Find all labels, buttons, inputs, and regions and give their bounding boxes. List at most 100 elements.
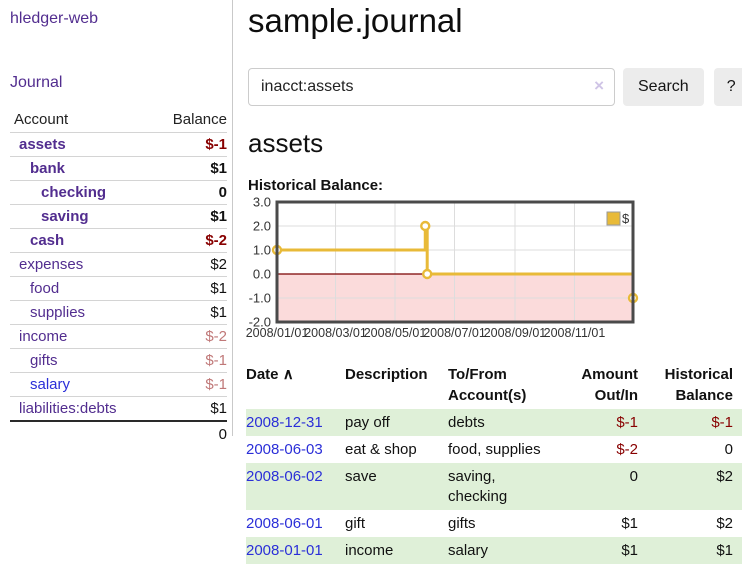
account-balance: $1 bbox=[153, 300, 227, 325]
accounts-header-account: Account bbox=[10, 108, 154, 133]
account-link[interactable]: liabilities:debts bbox=[19, 400, 117, 417]
main-content: sample.journal × Search ? assets Histori… bbox=[246, 0, 742, 564]
legend-label: $ bbox=[622, 211, 630, 226]
transaction-row: 2008-12-31 pay off debts $-1 $-1 bbox=[246, 409, 742, 436]
search-button[interactable]: Search bbox=[623, 68, 704, 106]
transaction-amount: 0 bbox=[629, 468, 638, 485]
historical-balance-chart: 3.0 2.0 1.0 0.0 -1.0 -2.02008/01/012008/03/01… bbox=[246, 195, 639, 340]
register-table: Date ∧ Description To/From Account(s) Am… bbox=[246, 361, 742, 564]
account-row: expenses $2 bbox=[10, 252, 227, 277]
account-balance: $-2 bbox=[153, 228, 227, 253]
transaction-description: eat & shop bbox=[345, 441, 417, 458]
account-balance: $2 bbox=[153, 252, 227, 277]
transaction-row: 2008-06-01 gift gifts $1 $2 bbox=[246, 510, 742, 537]
accounts-table: Account Balance assets $-1 bank $1 checking 0… bbox=[10, 108, 227, 446]
x-tick-label: 2008/05/01 bbox=[364, 326, 427, 340]
plot-frame bbox=[275, 200, 635, 324]
transaction-amount: $1 bbox=[621, 515, 638, 532]
accounts-total-row: 0 bbox=[10, 420, 227, 446]
x-tick-label: 2008/03/01 bbox=[304, 326, 367, 340]
account-row: liabilities:debts $1 bbox=[10, 396, 227, 422]
account-row: income $-2 bbox=[10, 324, 227, 349]
account-link[interactable]: expenses bbox=[19, 256, 84, 273]
account-link[interactable]: bank bbox=[30, 160, 66, 177]
register-header-date[interactable]: Date ∧ bbox=[246, 361, 345, 409]
transaction-balance: 0 bbox=[724, 441, 733, 458]
transaction-date-link[interactable]: 2008-01-01 bbox=[246, 542, 323, 559]
account-balance: $1 bbox=[153, 156, 227, 181]
account-row: assets $-1 bbox=[10, 132, 227, 157]
chart-data-point bbox=[420, 220, 431, 232]
account-link[interactable]: checking bbox=[41, 184, 107, 201]
page-title: sample.journal bbox=[248, 2, 463, 39]
transaction-description: pay off bbox=[345, 414, 390, 431]
transaction-amount: $-1 bbox=[616, 414, 638, 431]
legend-swatch bbox=[606, 211, 621, 226]
account-row: salary $-1 bbox=[10, 372, 227, 397]
transaction-date-link[interactable]: 2008-12-31 bbox=[246, 414, 323, 431]
y-tick-label: 1.0 bbox=[253, 243, 271, 258]
account-balance: $-1 bbox=[153, 132, 227, 157]
account-link[interactable]: assets bbox=[19, 136, 66, 153]
account-balance: $1 bbox=[153, 204, 227, 229]
transaction-balance: $2 bbox=[716, 515, 733, 532]
account-row: food $1 bbox=[10, 276, 227, 301]
register-header-date-label: Date bbox=[246, 366, 279, 383]
transaction-balance: $1 bbox=[716, 542, 733, 559]
transaction-accounts: gifts bbox=[448, 515, 476, 532]
account-balance: $1 bbox=[153, 276, 227, 301]
account-link[interactable]: saving bbox=[41, 208, 89, 225]
sidebar: hledger-web Journal Account Balance asse… bbox=[0, 0, 233, 446]
account-link[interactable]: income bbox=[19, 328, 68, 345]
search-form: × Search ? bbox=[248, 68, 742, 106]
register-header-row: Date ∧ Description To/From Account(s) Am… bbox=[246, 361, 742, 409]
register-account-heading: assets bbox=[248, 128, 324, 158]
transaction-description: gift bbox=[345, 515, 366, 532]
x-tick-label: 2008/11/01 bbox=[544, 326, 606, 340]
search-input[interactable] bbox=[248, 68, 615, 106]
account-link[interactable]: cash bbox=[30, 232, 65, 249]
clear-search-icon[interactable]: × bbox=[594, 76, 604, 95]
account-row: saving $1 bbox=[10, 204, 227, 229]
register-header-tofrom: To/From Account(s) bbox=[448, 366, 527, 404]
register-header-balance: Historical Balance bbox=[664, 366, 733, 404]
transaction-date-link[interactable]: 2008-06-03 bbox=[246, 441, 323, 458]
account-balance: $-1 bbox=[153, 348, 227, 373]
account-balance: 0 bbox=[153, 180, 227, 205]
transaction-date-link[interactable]: 2008-06-02 bbox=[246, 468, 323, 485]
y-tick-label: 0.0 bbox=[253, 267, 271, 282]
account-link[interactable]: food bbox=[30, 280, 60, 297]
account-row: gifts $-1 bbox=[10, 348, 227, 373]
chart-title: Historical Balance: bbox=[248, 177, 384, 194]
account-row: supplies $1 bbox=[10, 300, 227, 325]
accounts-header-row: Account Balance bbox=[10, 108, 227, 133]
account-link[interactable]: gifts bbox=[30, 352, 58, 369]
transaction-amount: $1 bbox=[621, 542, 638, 559]
transaction-balance: $2 bbox=[716, 468, 733, 485]
y-tick-label: 3.0 bbox=[253, 195, 271, 210]
transaction-date-link[interactable]: 2008-06-01 bbox=[246, 515, 323, 532]
account-row: checking 0 bbox=[10, 180, 227, 205]
sort-ascending-icon: ∧ bbox=[282, 366, 294, 383]
transaction-row: 2008-06-02 save saving, checking 0 $2 bbox=[246, 463, 742, 510]
x-tick-label: 2008/07/01 bbox=[423, 326, 486, 340]
transaction-row: 2008-06-03 eat & shop food, supplies $-2 0 bbox=[246, 436, 742, 463]
account-link[interactable]: supplies bbox=[30, 304, 86, 321]
transaction-balance: $-1 bbox=[711, 414, 733, 431]
transaction-accounts: debts bbox=[448, 414, 485, 431]
transaction-row: 2008-01-01 income salary $1 $1 bbox=[246, 537, 742, 564]
y-tick-label: -1.0 bbox=[249, 291, 271, 306]
x-tick-label: 2008/01/01 bbox=[246, 326, 309, 340]
transaction-accounts: food, supplies bbox=[448, 441, 541, 458]
y-tick-label: 2.0 bbox=[253, 219, 271, 234]
search-help-button[interactable]: ? bbox=[713, 68, 742, 106]
sidebar-item-journal[interactable]: Journal bbox=[10, 74, 63, 91]
app-title-link[interactable]: hledger-web bbox=[10, 10, 99, 27]
account-link[interactable]: salary bbox=[30, 376, 71, 393]
chart-data-point bbox=[422, 268, 433, 280]
transaction-accounts: saving, checking bbox=[448, 468, 508, 505]
account-balance: $-2 bbox=[153, 324, 227, 349]
register-header-amount: Amount Out/In bbox=[581, 366, 638, 404]
transaction-accounts: salary bbox=[448, 542, 489, 559]
transaction-description: income bbox=[345, 542, 394, 559]
